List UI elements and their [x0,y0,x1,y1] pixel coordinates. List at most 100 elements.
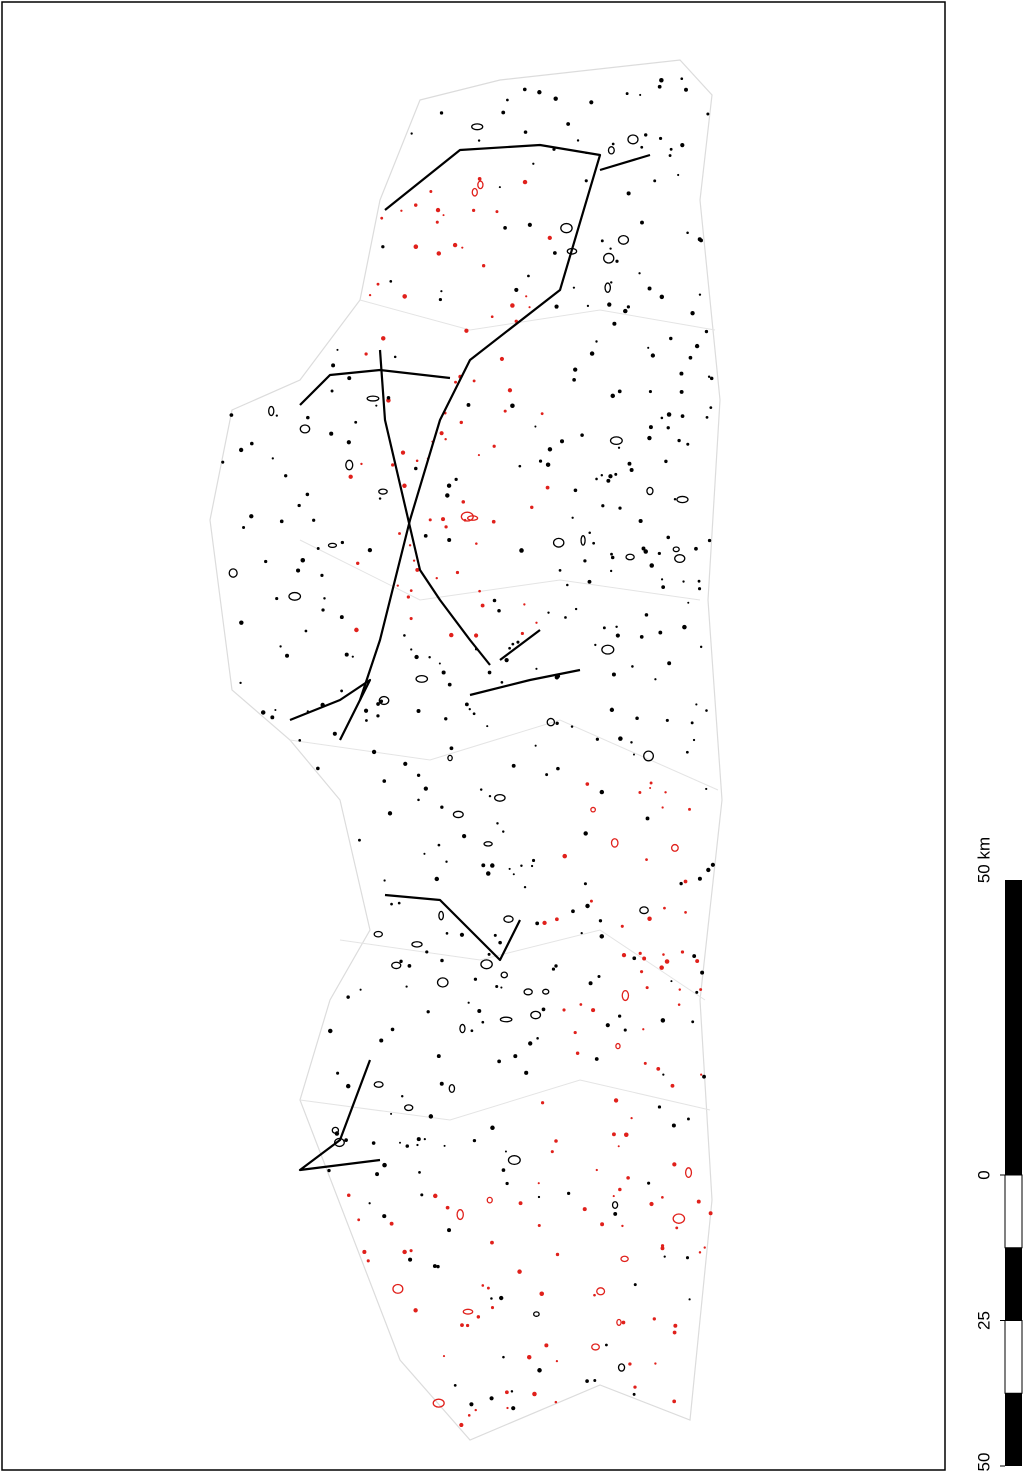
feature [390,902,393,906]
feature [697,579,701,583]
feature [504,1390,509,1395]
feature [684,87,688,92]
feature [573,1030,577,1035]
feature [706,112,710,116]
feature [279,645,282,648]
feature [300,558,306,563]
feature [435,220,439,224]
feature [447,1228,452,1233]
feature [359,988,362,991]
feature [541,1007,546,1012]
feature [435,576,438,580]
feature [607,302,612,307]
feature [522,179,528,185]
feature [382,1162,387,1168]
feature [275,596,279,601]
feature [440,290,443,293]
feature [367,547,373,553]
feature [406,595,410,599]
feature [477,180,484,190]
feature [390,1112,393,1115]
feature [572,378,576,382]
feature [358,838,361,842]
feature [442,1355,446,1358]
feature [474,633,479,638]
feature [663,1255,666,1258]
feature [695,959,700,964]
feature [599,789,605,795]
feature [504,1150,507,1153]
feature [612,1195,615,1198]
feature [279,519,284,524]
feature [397,901,401,905]
feature [433,1193,438,1199]
feature [709,376,714,381]
feature [403,634,406,637]
feature [380,216,384,220]
feature [554,304,559,309]
road [299,368,451,406]
feature [618,506,622,510]
feature [564,616,567,619]
feature [432,1264,437,1268]
feature [490,315,494,319]
feature [347,376,352,381]
feature [603,252,615,264]
feature [512,873,515,876]
feature [677,173,680,177]
feature [476,1315,481,1319]
feature [507,388,513,393]
feature [697,876,702,881]
feature [460,1323,464,1328]
scale-segment [1005,880,1022,1175]
feature [348,474,353,479]
feature [404,1104,414,1112]
feature [640,220,644,225]
feature [284,474,288,478]
feature [296,568,301,573]
feature [617,234,630,245]
feature [510,403,515,409]
feature [402,483,407,489]
feature [667,661,672,666]
feature [697,237,702,242]
feature [461,246,464,249]
feature [376,702,380,706]
feature [436,1264,440,1269]
feature [703,1246,706,1249]
road [378,349,491,666]
feature [469,1402,474,1407]
feature [607,146,615,155]
feature [481,1284,485,1287]
feature [467,1414,471,1417]
feature [600,239,604,243]
road [469,668,581,697]
feature [688,807,691,811]
feature [356,561,360,565]
feature [539,1291,545,1297]
feature [644,133,648,137]
feature [496,822,499,825]
feature [646,486,654,496]
feature [443,1144,446,1147]
feature [360,462,363,466]
feature [580,931,583,935]
feature [478,589,481,593]
feature [459,1422,464,1428]
feature [571,909,575,914]
feature [507,1155,521,1166]
feature [299,424,311,434]
feature [463,518,467,522]
feature [285,653,290,658]
feature [588,981,593,986]
feature [690,721,694,725]
feature [647,1181,651,1185]
feature [410,132,413,135]
feature [242,525,246,529]
feature [336,348,339,351]
feature [383,879,386,882]
feature [705,709,708,712]
feature [409,589,413,592]
feature [640,145,644,149]
feature [452,810,464,819]
